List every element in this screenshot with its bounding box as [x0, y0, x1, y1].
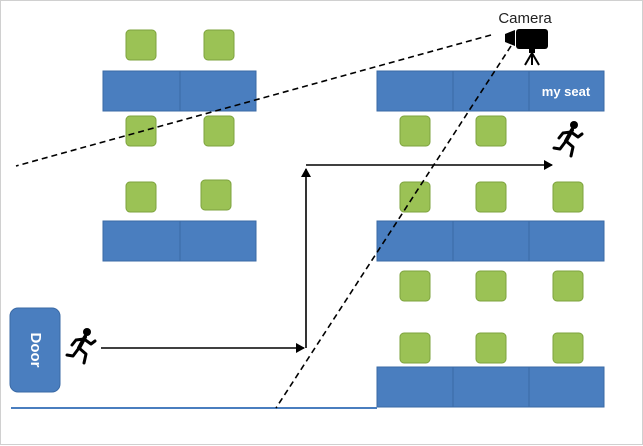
chair	[126, 182, 156, 212]
running-person-icon	[67, 328, 95, 363]
desk	[377, 367, 453, 407]
chair	[126, 30, 156, 60]
camera-label: Camera	[498, 10, 552, 27]
desk	[529, 221, 604, 261]
chair	[553, 182, 583, 212]
desk	[453, 221, 529, 261]
desk	[180, 71, 256, 111]
chair	[476, 116, 506, 146]
chair	[400, 116, 430, 146]
chair	[400, 182, 430, 212]
chair	[476, 271, 506, 301]
my-seat-label: my seat	[542, 84, 591, 99]
desk	[103, 71, 180, 111]
running-person-icon	[554, 121, 582, 156]
camera-icon	[505, 29, 548, 65]
chair	[204, 30, 234, 60]
door-label: Door	[27, 333, 44, 368]
desk	[529, 367, 604, 407]
desk	[453, 71, 529, 111]
chair	[476, 333, 506, 363]
chair	[400, 333, 430, 363]
desk	[377, 71, 453, 111]
chair	[201, 180, 231, 210]
desk	[377, 221, 453, 261]
chair	[553, 333, 583, 363]
desk	[180, 221, 256, 261]
desk	[103, 221, 180, 261]
desk	[453, 367, 529, 407]
chair	[400, 271, 430, 301]
chair	[476, 182, 506, 212]
chair	[553, 271, 583, 301]
chair	[204, 116, 234, 146]
